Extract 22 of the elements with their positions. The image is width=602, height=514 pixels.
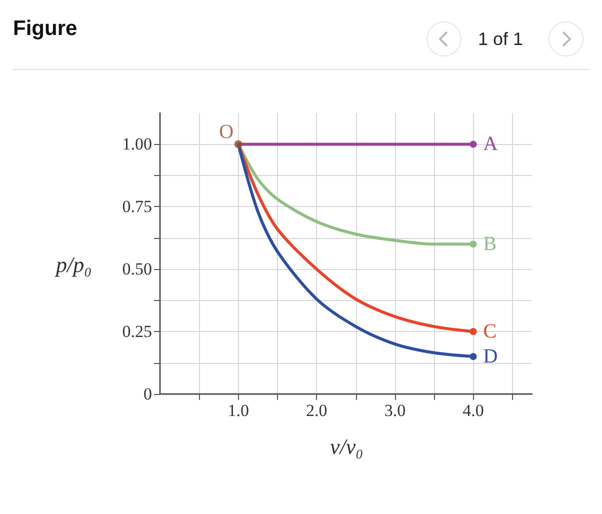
x-tick-label: 4.0 <box>462 401 484 420</box>
y-tick-label: 0.50 <box>122 260 152 279</box>
x-tick-label: 1.0 <box>228 401 249 420</box>
annotation: O <box>219 121 234 144</box>
point <box>470 328 477 336</box>
y-axis-title: p/p₀ <box>56 251 92 279</box>
point <box>470 140 477 148</box>
y-tick-label: 0.75 <box>122 197 152 216</box>
text: 1 of 1 <box>478 29 524 50</box>
series-label: A <box>483 133 498 156</box>
point <box>470 240 477 248</box>
y-tick-label: 1.00 <box>122 134 152 154</box>
x-tick-label: 3.0 <box>384 401 406 420</box>
chart-title: Figure <box>13 17 78 41</box>
y-tick-label: 0 <box>144 384 152 404</box>
series-label: D <box>483 346 498 368</box>
x-tick-label: 2.0 <box>306 401 328 420</box>
y-tick-label: 0.25 <box>122 322 152 342</box>
series-label: C <box>483 320 497 343</box>
series-label: B <box>483 233 497 256</box>
point <box>470 353 477 360</box>
x-axis-title: v/v₀ <box>330 433 364 461</box>
